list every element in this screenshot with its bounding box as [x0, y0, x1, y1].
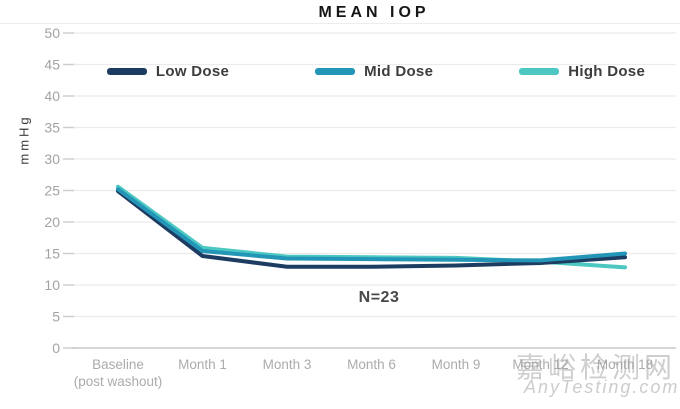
svg-text:25: 25 [44, 183, 60, 199]
svg-text:Month 6: Month 6 [347, 357, 396, 372]
svg-text:Month 18: Month 18 [597, 357, 653, 372]
svg-text:5: 5 [52, 309, 60, 325]
svg-text:0: 0 [52, 340, 60, 356]
svg-text:30: 30 [44, 151, 60, 167]
legend-label: Mid Dose [364, 63, 434, 80]
y-axis-label: mmHg [16, 114, 32, 165]
mid-dose-swatch-icon [315, 68, 356, 75]
svg-text:45: 45 [44, 57, 60, 73]
svg-text:15: 15 [44, 246, 60, 262]
svg-text:Month 9: Month 9 [432, 357, 481, 372]
svg-text:Month 12: Month 12 [512, 357, 568, 372]
low-dose-swatch-icon [106, 68, 147, 75]
svg-text:Month 3: Month 3 [263, 357, 312, 372]
legend-item-mid-dose: Mid Dose [315, 63, 433, 80]
legend-item-high-dose: High Dose [519, 63, 645, 80]
watermark-site: AnyTesting.com [524, 377, 680, 397]
sample-size-annotation: N=23 [358, 289, 400, 306]
svg-text:Month 1: Month 1 [178, 357, 227, 372]
chart-legend: Low Dose Mid Dose High Dose [72, 63, 680, 80]
high-dose-swatch-icon [519, 68, 560, 75]
title-divider [0, 23, 680, 24]
svg-text:40: 40 [44, 88, 60, 104]
svg-text:50: 50 [44, 25, 60, 41]
page-title: MEAN IOP [318, 4, 430, 21]
svg-text:Baseline: Baseline [92, 357, 144, 372]
legend-label: High Dose [568, 63, 646, 80]
svg-text:35: 35 [44, 120, 60, 136]
watermark-chinese: 嘉峪检测网 [516, 352, 677, 383]
svg-text:10: 10 [44, 277, 60, 293]
legend-label: Low Dose [155, 63, 230, 80]
svg-text:(post washout): (post washout) [74, 374, 163, 389]
legend-item-low-dose: Low Dose [106, 63, 230, 80]
svg-text:20: 20 [44, 214, 60, 230]
